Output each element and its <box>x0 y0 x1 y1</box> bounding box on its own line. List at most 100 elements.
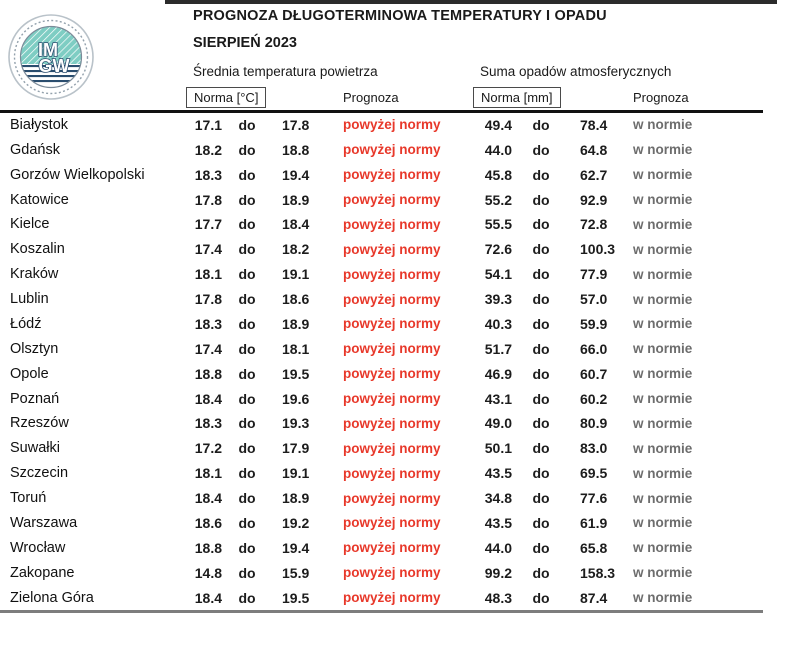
table-row: Warszawa 18.6 do 19.2 powyżej normy 43.5… <box>0 511 800 536</box>
temp-forecast-value: powyżej normy <box>343 192 441 208</box>
temp-norm-max: 15.9 <box>282 564 310 581</box>
precip-forecast-value: w normie <box>633 216 693 232</box>
temp-norm-max: 19.5 <box>282 365 310 382</box>
temp-forecast-value: powyżej normy <box>343 565 441 581</box>
precip-forecast-value: w normie <box>633 341 693 357</box>
to-label: do <box>532 440 550 457</box>
temp-forecast-value: powyżej normy <box>343 341 441 357</box>
temp-forecast-value: powyżej normy <box>343 515 441 531</box>
precip-norm-min: 48.3 <box>484 589 512 606</box>
precip-forecast-value: w normie <box>633 540 693 556</box>
table-row: Łódź 18.3 do 18.9 powyżej normy 40.3 do … <box>0 312 800 337</box>
precip-norm-min: 46.9 <box>484 365 512 382</box>
column-header-temp-norm: Norma [°C] <box>186 87 267 108</box>
city-name: Lublin <box>10 291 49 308</box>
table-bottom-border <box>0 610 763 613</box>
table-row: Suwałki 17.2 do 17.9 powyżej normy 50.1 … <box>0 436 800 461</box>
temp-norm-min: 18.4 <box>194 390 222 407</box>
city-name: Kraków <box>10 266 59 283</box>
table-row: Lublin 17.8 do 18.6 powyżej normy 39.3 d… <box>0 287 800 312</box>
precip-norm-max: 65.8 <box>580 539 608 556</box>
precip-norm-max: 59.9 <box>580 315 608 332</box>
precip-forecast-value: w normie <box>633 117 693 133</box>
to-label: do <box>532 539 550 556</box>
to-label: do <box>532 365 550 382</box>
temp-forecast-value: powyżej normy <box>343 167 441 183</box>
temp-norm-max: 19.4 <box>282 166 310 183</box>
to-label: do <box>238 340 256 357</box>
temp-norm-max: 17.9 <box>282 440 310 457</box>
to-label: do <box>532 291 550 308</box>
precip-norm-min: 39.3 <box>484 291 512 308</box>
to-label: do <box>238 315 256 332</box>
temp-forecast-value: powyżej normy <box>343 241 441 257</box>
to-label: do <box>238 465 256 482</box>
city-name: Opole <box>10 365 49 382</box>
precip-norm-max: 60.7 <box>580 365 608 382</box>
temp-norm-min: 17.8 <box>194 291 222 308</box>
precip-forecast-value: w normie <box>633 366 693 382</box>
temp-norm-max: 18.9 <box>282 191 310 208</box>
temp-forecast-value: powyżej normy <box>343 490 441 506</box>
table-row: Poznań 18.4 do 19.6 powyżej normy 43.1 d… <box>0 386 800 411</box>
city-name: Zakopane <box>10 564 75 581</box>
to-label: do <box>238 564 256 581</box>
precip-forecast-value: w normie <box>633 241 693 257</box>
to-label: do <box>238 514 256 531</box>
table-row: Szczecin 18.1 do 19.1 powyżej normy 43.5… <box>0 461 800 486</box>
to-label: do <box>532 564 550 581</box>
temp-norm-min: 18.1 <box>194 465 222 482</box>
section-temperature-label: Średnia temperatura powietrza <box>193 64 378 79</box>
temp-norm-max: 18.4 <box>282 216 310 233</box>
temp-norm-max: 18.6 <box>282 291 310 308</box>
temp-norm-min: 17.8 <box>194 191 222 208</box>
precip-forecast-value: w normie <box>633 142 693 158</box>
temp-forecast-value: powyżej normy <box>343 540 441 556</box>
temp-norm-max: 17.8 <box>282 116 310 133</box>
to-label: do <box>238 166 256 183</box>
precip-norm-max: 62.7 <box>580 166 608 183</box>
precip-norm-min: 49.0 <box>484 415 512 432</box>
to-label: do <box>532 266 550 283</box>
precip-norm-max: 92.9 <box>580 191 608 208</box>
precip-norm-min: 43.5 <box>484 514 512 531</box>
to-label: do <box>238 415 256 432</box>
to-label: do <box>238 365 256 382</box>
table-top-border <box>0 110 763 113</box>
precip-norm-min: 43.5 <box>484 465 512 482</box>
temp-norm-max: 18.2 <box>282 241 310 258</box>
temp-forecast-value: powyżej normy <box>343 266 441 282</box>
city-name: Wrocław <box>10 539 66 556</box>
logo-ring-text <box>13 19 89 95</box>
temp-norm-min: 17.2 <box>194 440 222 457</box>
precip-norm-max: 61.9 <box>580 514 608 531</box>
precip-norm-min: 43.1 <box>484 390 512 407</box>
temp-forecast-value: powyżej normy <box>343 415 441 431</box>
logo-text-im: IM <box>38 40 58 60</box>
precip-norm-min: 72.6 <box>484 241 512 258</box>
city-name: Poznań <box>10 390 60 407</box>
to-label: do <box>238 241 256 258</box>
temp-forecast-value: powyżej normy <box>343 366 441 382</box>
precip-norm-min: 40.3 <box>484 315 512 332</box>
precip-forecast-value: w normie <box>633 415 693 431</box>
temp-norm-min: 18.2 <box>194 141 222 158</box>
temp-norm-max: 18.9 <box>282 315 310 332</box>
table-row: Olsztyn 17.4 do 18.1 powyżej normy 51.7 … <box>0 336 800 361</box>
column-header-precip-forecast: Prognoza <box>633 90 689 105</box>
temp-norm-min: 18.8 <box>194 539 222 556</box>
table-row: Wrocław 18.8 do 19.4 powyżej normy 44.0 … <box>0 535 800 560</box>
temp-forecast-value: powyżej normy <box>343 316 441 332</box>
page-subtitle: SIERPIEŃ 2023 <box>193 35 297 51</box>
precip-norm-max: 60.2 <box>580 390 608 407</box>
temp-norm-min: 18.8 <box>194 365 222 382</box>
city-name: Łódź <box>10 315 42 332</box>
precip-forecast-value: w normie <box>633 167 693 183</box>
temp-norm-max: 19.5 <box>282 589 310 606</box>
city-name: Toruń <box>10 490 47 507</box>
temp-forecast-value: powyżej normy <box>343 590 441 606</box>
temp-norm-min: 18.1 <box>194 266 222 283</box>
city-name: Gdańsk <box>10 141 60 158</box>
precip-norm-max: 57.0 <box>580 291 608 308</box>
